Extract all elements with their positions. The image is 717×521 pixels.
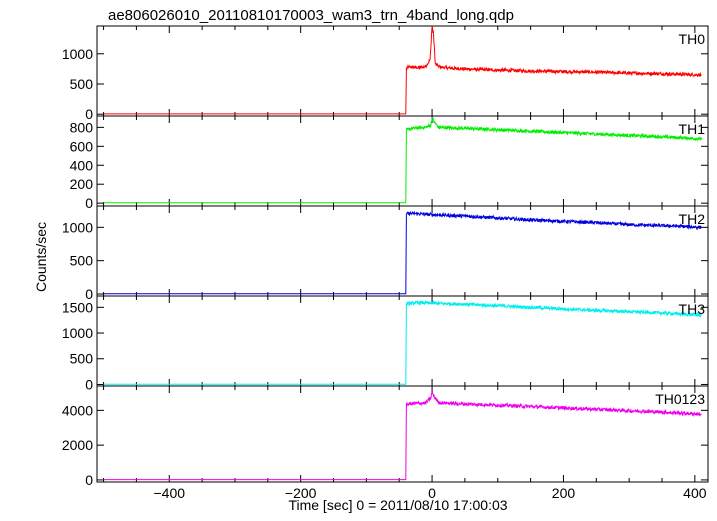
x-tick-label: 200 — [552, 485, 576, 501]
panel-label-th0123: TH0123 — [655, 391, 705, 407]
y-tick-label: 0 — [85, 106, 93, 122]
y-tick-label: 1000 — [62, 325, 93, 341]
panels-layer: 0 500 1000 TH0 0 200 400 600 800 TH1 0 500 1000 TH2 0 5… — [62, 25, 709, 501]
y-tick-label: 4000 — [62, 402, 93, 418]
y-tick-label: 1000 — [62, 219, 93, 235]
y-tick-label: 800 — [70, 119, 94, 135]
y-tick-label: 200 — [70, 176, 94, 192]
panel-th2: 0 500 1000 TH2 — [62, 205, 709, 302]
series-line-th2 — [103, 210, 702, 295]
series-line-th0 — [103, 25, 702, 115]
y-tick-label: 500 — [70, 76, 94, 92]
series-line-th1 — [103, 117, 702, 204]
panel-frame — [96, 205, 709, 297]
series-line-th0123 — [103, 390, 702, 481]
y-tick-label: 600 — [70, 138, 94, 154]
y-tick-label: 0 — [85, 286, 93, 302]
x-tick-label: 0 — [428, 485, 436, 501]
x-tick-label: −400 — [153, 485, 185, 501]
y-axis-label: Counts/sec — [33, 222, 49, 292]
panel-label-th3: TH3 — [679, 301, 706, 317]
y-tick-label: 500 — [70, 253, 94, 269]
series-line-th3 — [103, 299, 702, 385]
y-tick-label: 2000 — [62, 437, 93, 453]
panel-th3: 0 500 1000 1500 TH3 — [62, 295, 709, 392]
y-tick-label: 500 — [70, 351, 94, 367]
panel-th0: 0 500 1000 TH0 — [62, 25, 709, 122]
y-tick-label: 1500 — [62, 299, 93, 315]
panel-label-th1: TH1 — [679, 121, 706, 137]
y-tick-label: 0 — [85, 195, 93, 211]
panel-frame — [96, 115, 709, 207]
panel-th1: 0 200 400 600 800 TH1 — [70, 115, 709, 211]
chart-title: ae806026010_20110810170003_wam3_trn_4ban… — [108, 7, 514, 24]
panel-label-th2: TH2 — [679, 211, 706, 227]
y-tick-label: 400 — [70, 157, 94, 173]
x-axis-label: Time [sec] 0 = 2011/08/10 17:00:03 — [288, 497, 507, 513]
x-tick-label: −200 — [285, 485, 317, 501]
x-tick-label: 400 — [683, 485, 707, 501]
y-tick-label: 1000 — [62, 46, 93, 62]
y-tick-label: 0 — [85, 472, 93, 488]
panel-frame — [96, 25, 709, 117]
panel-label-th0: TH0 — [679, 31, 706, 47]
y-tick-label: 0 — [85, 376, 93, 392]
panel-th0123: 0 2000 4000 TH0123 — [62, 385, 709, 488]
panel-frame — [96, 385, 709, 483]
